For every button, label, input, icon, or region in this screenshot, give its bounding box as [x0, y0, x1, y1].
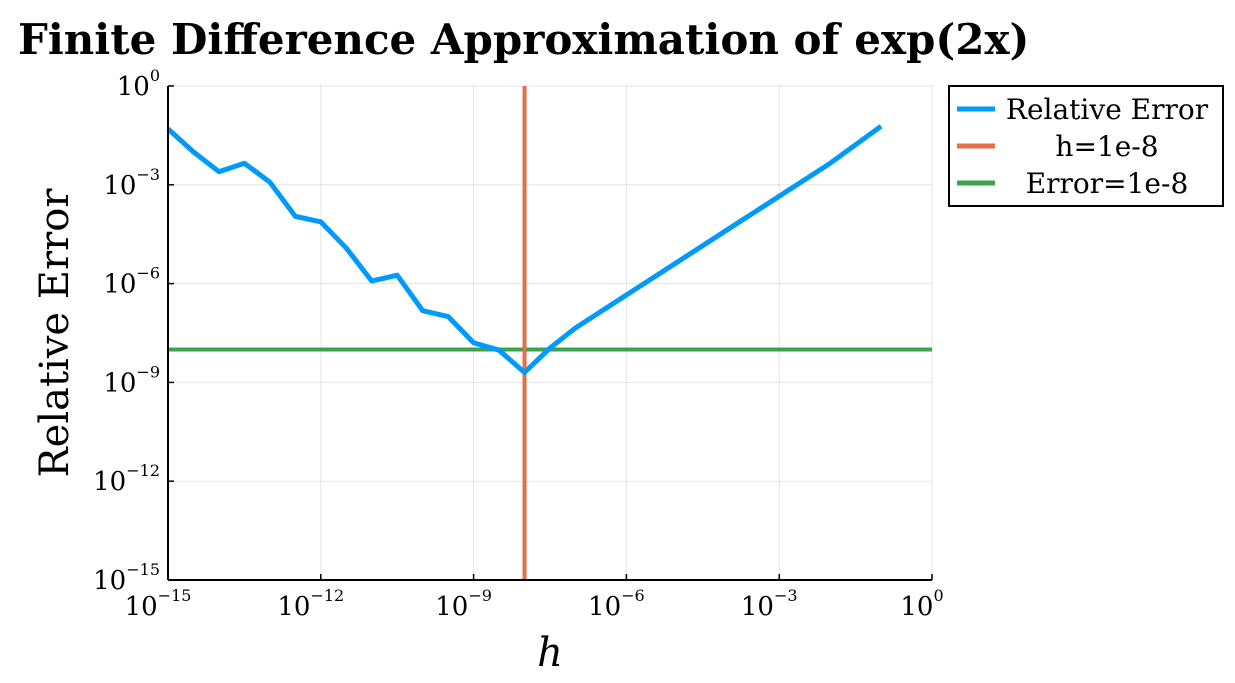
plot-frame: [168, 86, 932, 580]
y-tick-label: 100: [117, 66, 160, 102]
x-tick-label: 10−9: [435, 586, 492, 622]
x-tick-label: 100: [900, 586, 943, 622]
y-tick-label: 10−6: [103, 264, 160, 300]
y-tick-label: 10−3: [103, 165, 160, 201]
legend-label-hline: Error=1e-8: [1026, 167, 1189, 200]
x-tick-label: 10−15: [125, 586, 192, 622]
legend-label-relative-error: Relative Error: [1006, 93, 1209, 126]
x-tick-label: 10−3: [741, 586, 798, 622]
chart-title: Finite Difference Approximation of exp(2…: [18, 15, 1029, 64]
series-layer: [166, 86, 932, 580]
legend-label-vline: h=1e-8: [1055, 130, 1158, 163]
x-tick-label: 10−6: [588, 586, 645, 622]
y-axis-label: Relative Error: [32, 188, 78, 478]
x-tick-label: 10−12: [277, 586, 344, 622]
y-tick-label: 10−12: [93, 461, 160, 497]
legend: Relative Error h=1e-8 Error=1e-8: [948, 85, 1224, 207]
ticks: 10−15 10−12 10−9 10−6 10−3 100 10−15 10−12 10−9 1…: [93, 66, 944, 622]
y-tick-label: 10−9: [103, 362, 160, 398]
y-tick-label: 10−15: [93, 560, 160, 596]
grid: [167, 85, 933, 581]
x-axis-label: h: [537, 630, 563, 676]
